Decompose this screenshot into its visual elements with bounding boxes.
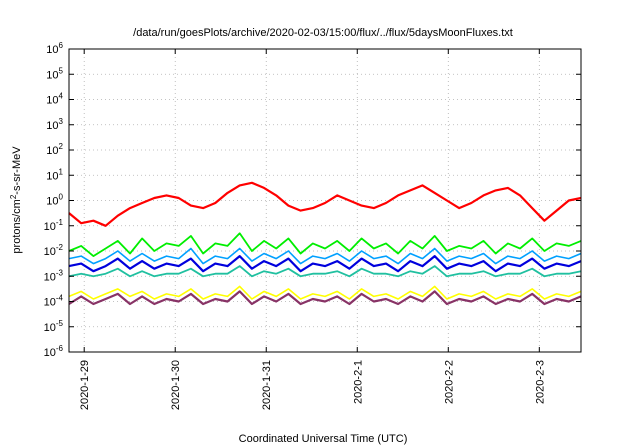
y-tick-label: 10-3	[44, 268, 64, 283]
series-lines	[68, 181, 582, 306]
y-tick-base: 10	[44, 322, 56, 334]
y-tick-label: 105	[46, 66, 63, 81]
y-tick-label: 102	[46, 142, 63, 157]
y-tick-exponent: 1	[59, 167, 64, 176]
y-tick-label: 10-2	[44, 243, 64, 258]
y-tick-label: 101	[46, 167, 63, 182]
x-axis-label: Coordinated Universal Time (UTC)	[239, 433, 408, 445]
series-line-6	[68, 285, 582, 300]
y-tick-base: 10	[44, 221, 56, 233]
series-line-2	[68, 232, 582, 258]
y-label-sup: 2	[9, 194, 18, 199]
y-tick-base: 10	[44, 347, 56, 359]
series-line-1	[68, 181, 582, 227]
y-tick-exponent: 2	[59, 142, 64, 151]
y-tick-base: 10	[46, 196, 58, 208]
y-tick-base: 10	[46, 145, 58, 157]
y-tick-base: 10	[46, 95, 58, 107]
chart-title: /data/run/goesPlots/archive/2020-02-03/1…	[133, 27, 513, 39]
x-tick-label: 2020-2-2	[443, 360, 455, 404]
y-axis-label: protons/cm2-s-sr-MeV	[9, 146, 23, 254]
y-label-base: protons/cm	[11, 199, 23, 253]
series-line-4	[68, 255, 582, 273]
y-tick-exponent: -3	[56, 268, 64, 277]
y-tick-exponent: 3	[59, 117, 64, 126]
y-tick-exponent: 4	[59, 92, 64, 101]
y-tick-label: 10-4	[44, 294, 64, 309]
x-axis-ticks: 2020-1-29 2020-1-30 2020-1-31 2020-2-1 2020-…	[79, 49, 546, 410]
y-tick-exponent: -2	[56, 243, 64, 252]
y-tick-base: 10	[44, 271, 56, 283]
y-tick-base: 10	[46, 120, 58, 132]
x-tick-label: 2020-1-31	[261, 360, 273, 410]
x-tick-label: 2020-2-3	[534, 360, 546, 404]
y-tick-label: 106	[46, 41, 63, 56]
y-tick-exponent: -5	[56, 319, 64, 328]
y-tick-exponent: 0	[59, 193, 64, 202]
x-tick-label: 2020-1-30	[170, 360, 182, 410]
y-tick-base: 10	[44, 246, 56, 258]
y-tick-label: 10-6	[44, 344, 64, 359]
y-tick-base: 10	[46, 170, 58, 182]
series-line-3	[68, 247, 582, 265]
y-tick-label: 100	[46, 193, 63, 208]
x-tick-label: 2020-1-29	[79, 360, 91, 410]
y-tick-exponent: -6	[56, 344, 64, 353]
y-tick-label: 103	[46, 117, 63, 132]
series-line-7	[68, 290, 582, 306]
y-axis-ticks: 10-610-510-410-310-210-11001011021031041…	[44, 41, 581, 359]
y-tick-exponent: -4	[56, 294, 64, 303]
y-tick-label: 10-1	[44, 218, 64, 233]
y-tick-base: 10	[44, 297, 56, 309]
y-tick-exponent: 5	[59, 66, 64, 75]
y-tick-exponent: -1	[56, 218, 64, 227]
y-tick-base: 10	[46, 69, 58, 81]
y-label-rest: -s-sr-MeV	[11, 146, 23, 195]
series-line-5	[68, 265, 582, 278]
x-tick-label: 2020-2-1	[352, 360, 364, 404]
y-tick-label: 104	[46, 92, 63, 107]
y-tick-exponent: 6	[59, 41, 64, 50]
y-tick-base: 10	[46, 44, 58, 56]
y-tick-label: 10-5	[44, 319, 64, 334]
